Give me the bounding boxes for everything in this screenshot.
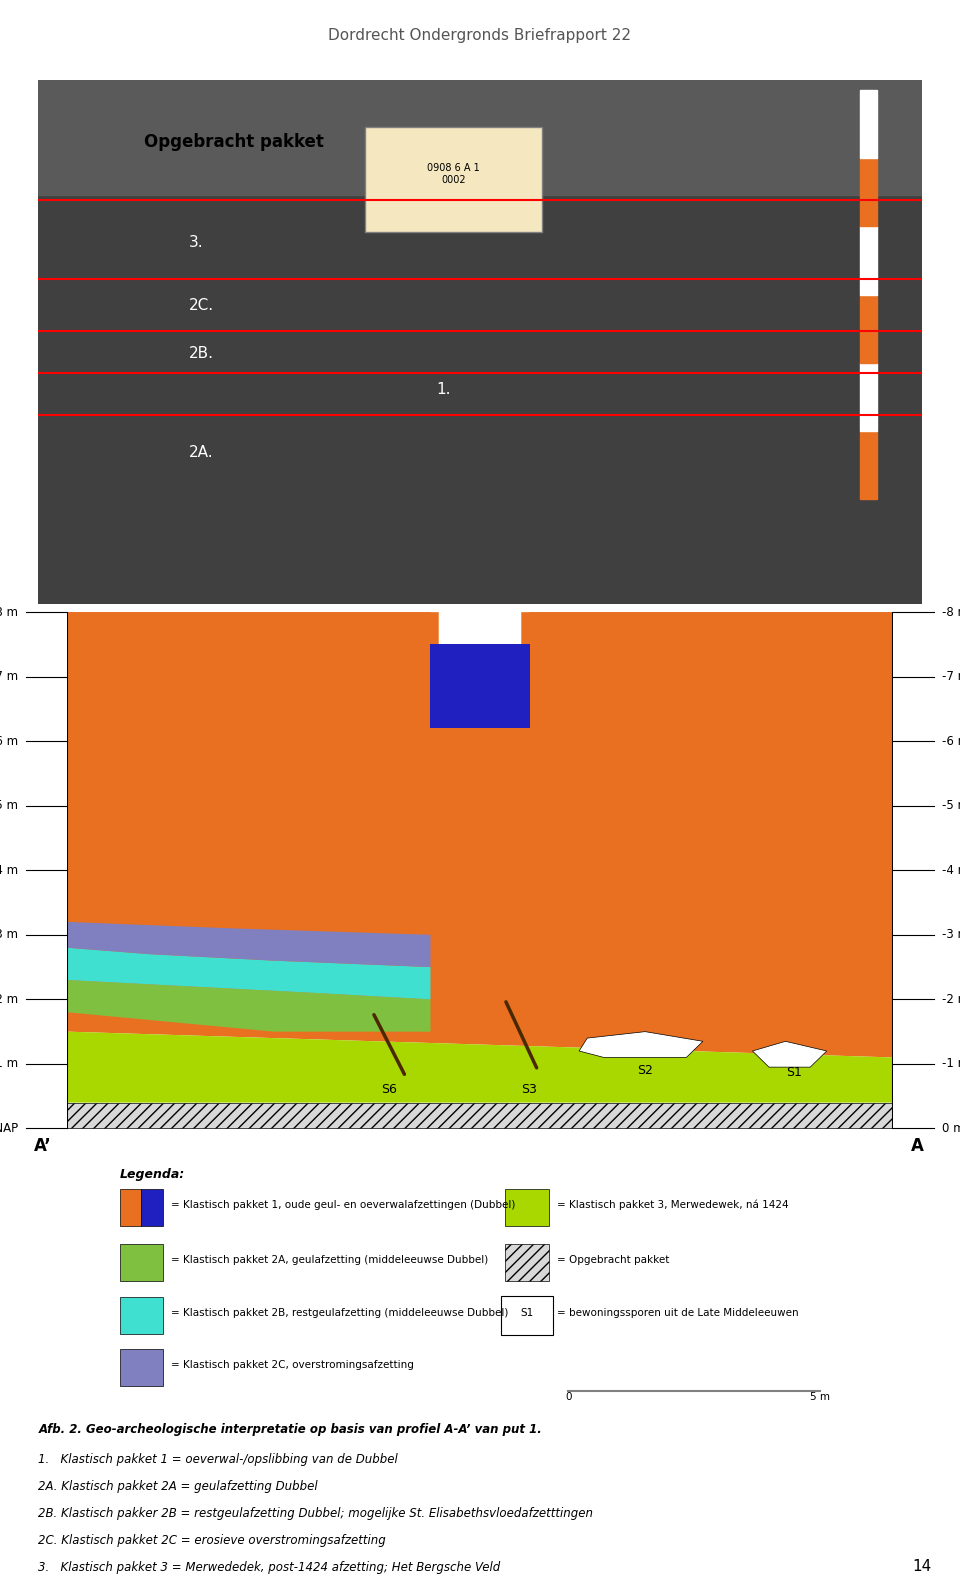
Polygon shape: [67, 612, 893, 1057]
Text: S1: S1: [520, 1307, 534, 1318]
Text: 0 m NAP: 0 m NAP: [943, 1123, 960, 1135]
Text: -3 m: -3 m: [0, 929, 17, 941]
Bar: [860, 294, 877, 363]
Bar: [505, 1245, 549, 1282]
Text: -1 m: -1 m: [943, 1057, 960, 1070]
Bar: [141, 1189, 163, 1226]
Polygon shape: [430, 728, 530, 1032]
Bar: [505, 1189, 549, 1226]
Text: Dordrecht Ondergronds Briefrapport 22: Dordrecht Ondergronds Briefrapport 22: [328, 29, 632, 43]
Polygon shape: [67, 948, 430, 1000]
Text: 5 m: 5 m: [810, 1391, 830, 1402]
Text: Afb. 2. Geo-archeologische interpretatie op basis van profiel A-A’ van put 1.: Afb. 2. Geo-archeologische interpretatie…: [38, 1423, 542, 1436]
Text: -5 m: -5 m: [943, 800, 960, 812]
Text: 3.: 3.: [188, 235, 204, 250]
Bar: [860, 159, 877, 226]
Bar: [120, 1189, 141, 1226]
Text: -6 m: -6 m: [0, 735, 17, 747]
Text: -7 m: -7 m: [943, 671, 960, 684]
Polygon shape: [67, 1032, 893, 1102]
Polygon shape: [753, 1041, 827, 1067]
Text: 2C. Klastisch pakket 2C = erosieve overstromingsafzetting: 2C. Klastisch pakket 2C = erosieve overs…: [38, 1534, 386, 1547]
Text: = Klastisch pakket 2B, restgeulafzetting (middeleeuwse Dubbel): = Klastisch pakket 2B, restgeulafzetting…: [171, 1307, 508, 1318]
Text: -6 m: -6 m: [943, 735, 960, 747]
FancyBboxPatch shape: [501, 1296, 553, 1336]
Text: 0908 6 A 1
0002: 0908 6 A 1 0002: [427, 164, 480, 184]
Text: -3 m: -3 m: [943, 929, 960, 941]
Text: 2A.: 2A.: [188, 445, 213, 460]
Text: A: A: [911, 1137, 924, 1154]
Text: A’: A’: [34, 1137, 51, 1154]
Polygon shape: [38, 80, 922, 196]
Text: -4 m: -4 m: [943, 863, 960, 876]
Text: -4 m: -4 m: [0, 863, 17, 876]
Bar: [120, 1297, 163, 1334]
Text: 0 m NAP: 0 m NAP: [0, 1123, 17, 1135]
Text: = Klastisch pakket 1, oude geul- en oeverwalafzettingen (Dubbel): = Klastisch pakket 1, oude geul- en oeve…: [171, 1200, 516, 1210]
FancyBboxPatch shape: [88, 1142, 891, 1410]
Text: S2: S2: [637, 1064, 653, 1076]
Text: Legenda:: Legenda:: [120, 1169, 185, 1181]
Polygon shape: [67, 922, 430, 967]
Text: -2 m: -2 m: [0, 992, 17, 1006]
Bar: [120, 1245, 163, 1282]
Text: -2 m: -2 m: [943, 992, 960, 1006]
Text: 1.: 1.: [436, 382, 450, 398]
FancyBboxPatch shape: [365, 127, 541, 232]
Text: 3.   Klastisch pakket 3 = Merwededek, post-1424 afzetting; Het Bergsche Veld: 3. Klastisch pakket 3 = Merwededek, post…: [38, 1561, 501, 1574]
Text: 14: 14: [912, 1558, 931, 1574]
Polygon shape: [579, 1032, 703, 1057]
Bar: [860, 226, 877, 294]
Text: = Klastisch pakket 3, Merwedewek, ná 1424: = Klastisch pakket 3, Merwedewek, ná 142…: [557, 1200, 788, 1210]
Bar: [120, 1350, 163, 1386]
Text: -8 m: -8 m: [0, 606, 17, 619]
Text: 0: 0: [565, 1391, 571, 1402]
Polygon shape: [430, 644, 530, 728]
Bar: [860, 91, 877, 159]
Polygon shape: [67, 1102, 893, 1129]
Text: 2B.: 2B.: [188, 345, 213, 361]
Text: 2A. Klastisch pakket 2A = geulafzetting Dubbel: 2A. Klastisch pakket 2A = geulafzetting …: [38, 1480, 318, 1493]
Text: = Klastisch pakket 2C, overstromingsafzetting: = Klastisch pakket 2C, overstromingsafze…: [171, 1359, 414, 1371]
Polygon shape: [67, 612, 430, 1032]
Text: = bewoningssporen uit de Late Middeleeuwen: = bewoningssporen uit de Late Middeleeuw…: [557, 1307, 798, 1318]
Polygon shape: [530, 612, 893, 1057]
Bar: [860, 363, 877, 431]
Text: 2B. Klastisch pakker 2B = restgeulafzetting Dubbel; mogelijke St. Elisabethsvloe: 2B. Klastisch pakker 2B = restgeulafzett…: [38, 1507, 593, 1520]
Text: = Opgebracht pakket: = Opgebracht pakket: [557, 1255, 669, 1266]
Text: -8 m: -8 m: [943, 606, 960, 619]
Text: -7 m: -7 m: [0, 671, 17, 684]
Text: S3: S3: [521, 1083, 538, 1096]
Text: 2C.: 2C.: [188, 299, 214, 313]
Text: Opgebracht pakket: Opgebracht pakket: [144, 134, 324, 151]
Text: -5 m: -5 m: [0, 800, 17, 812]
Text: = Klastisch pakket 2A, geulafzetting (middeleeuwse Dubbel): = Klastisch pakket 2A, geulafzetting (mi…: [171, 1255, 488, 1266]
Bar: [860, 431, 877, 499]
Text: S6: S6: [381, 1083, 397, 1096]
Text: -1 m: -1 m: [0, 1057, 17, 1070]
Polygon shape: [67, 979, 430, 1032]
Text: 1.   Klastisch pakket 1 = oeverwal-/opslibbing van de Dubbel: 1. Klastisch pakket 1 = oeverwal-/opslib…: [38, 1453, 398, 1466]
Text: S1: S1: [786, 1065, 802, 1078]
